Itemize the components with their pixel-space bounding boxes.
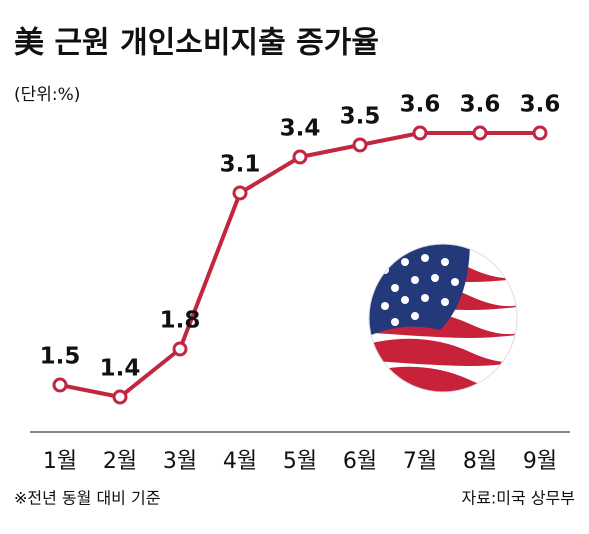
data-label: 3.6 [400,92,441,118]
x-tick-label: 6월 [343,449,377,474]
x-tick-label: 2월 [103,449,137,474]
data-label: 1.5 [40,344,81,370]
x-tick-label: 1월 [43,449,77,474]
chart-subtitle: (단위:%) [14,85,80,105]
source: 자료:미국 상무부 [461,489,575,508]
x-tick-label: 8월 [463,449,497,474]
flag-icon [369,244,517,392]
data-label: 3.6 [520,92,561,118]
flag-outline [368,243,518,393]
x-tick-label: 5월 [283,449,317,474]
data-point [52,377,68,393]
data-point [232,185,248,201]
data-label: 3.4 [280,116,321,142]
data-label: 1.8 [160,308,201,334]
x-tick-label: 9월 [523,449,557,474]
data-label: 3.6 [460,92,501,118]
data-label: 3.5 [340,104,381,130]
data-point [472,125,488,141]
data-point [412,125,428,141]
x-tick-label: 4월 [223,449,257,474]
x-tick-label: 7월 [403,449,437,474]
chart-title: 美 근원 개인소비지출 증가율 [14,26,379,61]
data-point [352,137,368,153]
data-point [532,125,548,141]
data-point [172,341,188,357]
data-label: 3.1 [220,152,261,178]
data-label: 1.4 [100,356,141,382]
x-tick-label: 3월 [163,449,197,474]
data-point [112,389,128,405]
footnote: ※전년 동월 대비 기준 [14,489,160,508]
data-point [292,149,308,165]
